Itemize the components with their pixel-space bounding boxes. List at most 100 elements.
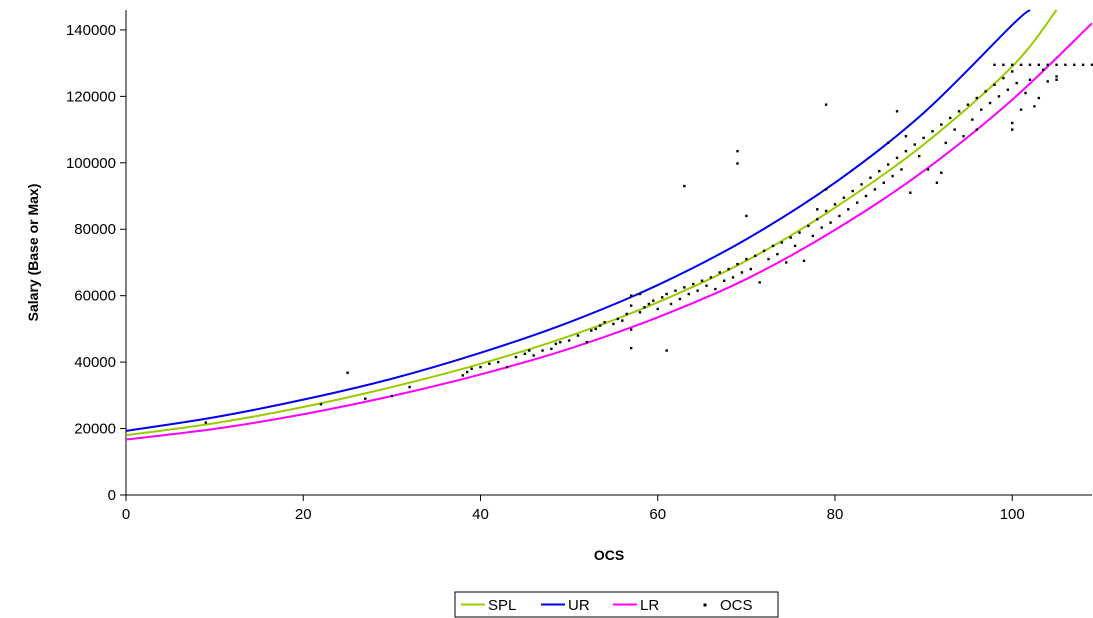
series-line-spl bbox=[126, 9, 1058, 437]
scatter-point bbox=[683, 286, 686, 289]
scatter-point bbox=[625, 312, 628, 316]
scatter-point bbox=[944, 141, 947, 145]
scatter-point bbox=[1011, 63, 1014, 67]
scatter-point bbox=[758, 281, 761, 284]
scatter-point bbox=[926, 168, 930, 171]
scatter-point bbox=[931, 130, 934, 133]
y-tick-label: 20000 bbox=[74, 421, 116, 438]
scatter-point bbox=[1055, 63, 1058, 67]
scatter-point bbox=[665, 292, 668, 296]
y-tick-label: 0 bbox=[108, 487, 116, 504]
scatter-point bbox=[638, 311, 642, 314]
scatter-point bbox=[461, 374, 464, 377]
scatter-point bbox=[541, 349, 544, 352]
scatter-point bbox=[993, 63, 996, 67]
scatter-point bbox=[762, 249, 766, 253]
scatter-point bbox=[629, 346, 633, 350]
legend-label-ocs: OCS bbox=[720, 597, 753, 614]
scatter-point bbox=[665, 349, 668, 352]
x-axis-title: OCS bbox=[594, 547, 624, 563]
scatter-point bbox=[1055, 75, 1058, 78]
scatter-point bbox=[802, 259, 806, 262]
scatter-point bbox=[1033, 105, 1036, 108]
scatter-point bbox=[798, 231, 801, 234]
scatter-points bbox=[204, 63, 1093, 424]
scatter-point bbox=[736, 149, 739, 153]
scatter-point bbox=[714, 287, 717, 291]
scatter-point bbox=[807, 224, 810, 228]
scatter-point bbox=[949, 116, 952, 120]
y-tick-label: 80000 bbox=[74, 221, 116, 238]
scatter-point bbox=[816, 208, 819, 211]
scatter-point bbox=[678, 297, 682, 301]
scatter-point bbox=[895, 156, 899, 160]
scatter-point bbox=[816, 218, 819, 221]
scatter-point bbox=[528, 349, 531, 352]
tick-labels: 0 20 40 60 80 100 0 20000 40000 60000 80000 100000 1… bbox=[66, 22, 1025, 523]
scatter-point bbox=[962, 135, 965, 138]
scatter-point bbox=[559, 340, 562, 344]
scatter-point bbox=[590, 329, 593, 332]
scatter-point bbox=[988, 101, 992, 105]
scatter-point bbox=[820, 226, 823, 229]
scatter-point bbox=[904, 135, 908, 138]
scatter-point bbox=[669, 302, 673, 306]
scatter-point bbox=[346, 371, 349, 374]
scatter-point bbox=[576, 334, 580, 337]
scatter-point bbox=[727, 267, 730, 271]
scatter-point bbox=[736, 162, 739, 165]
scatter-point bbox=[749, 267, 752, 271]
scatter-point bbox=[851, 189, 854, 193]
scatter-point bbox=[785, 261, 788, 264]
scatter-point bbox=[886, 141, 890, 145]
scatter-point bbox=[705, 284, 708, 287]
series-line-ur bbox=[126, 9, 1031, 432]
scatter-point bbox=[1011, 128, 1014, 131]
scatter-point bbox=[811, 234, 815, 238]
scatter-point bbox=[629, 304, 633, 307]
legend-label-ur: UR bbox=[568, 597, 590, 614]
scatter-point bbox=[1002, 63, 1005, 67]
scatter-point bbox=[1028, 78, 1032, 81]
scatter-point bbox=[691, 282, 695, 286]
scatter-point bbox=[652, 299, 655, 302]
scatter-point bbox=[957, 110, 961, 113]
scatter-point bbox=[532, 354, 535, 357]
scatter-point bbox=[736, 262, 739, 266]
scatter-point bbox=[745, 214, 748, 218]
scatter-point bbox=[647, 302, 651, 306]
scatter-point bbox=[1011, 70, 1014, 73]
scatter-point bbox=[616, 317, 620, 321]
legend-swatch-ocs bbox=[703, 603, 707, 607]
scatter-point bbox=[882, 181, 885, 184]
scatter-point bbox=[740, 271, 744, 274]
scatter-point bbox=[993, 83, 996, 86]
scatter-point bbox=[953, 128, 956, 131]
scatter-point bbox=[975, 128, 978, 131]
scatter-point bbox=[629, 328, 633, 331]
legend: SPL UR LR OCS bbox=[454, 591, 779, 618]
scatter-point bbox=[904, 149, 908, 153]
scatter-point bbox=[771, 244, 775, 248]
scatter-point bbox=[975, 96, 978, 100]
scatter-point bbox=[204, 421, 207, 424]
scatter-point bbox=[1081, 63, 1085, 67]
scatter-point bbox=[550, 347, 553, 351]
scatter-point bbox=[842, 196, 846, 199]
scatter-point bbox=[1019, 63, 1023, 67]
scatter-point bbox=[585, 340, 589, 344]
scatter-point bbox=[1011, 121, 1014, 125]
scatter-point bbox=[864, 194, 868, 198]
scatter-point bbox=[997, 95, 1001, 98]
scatter-point bbox=[909, 191, 912, 194]
scatter-point bbox=[1024, 91, 1027, 95]
y-tick-label: 120000 bbox=[66, 88, 116, 105]
scatter-point bbox=[824, 188, 828, 191]
scatter-point bbox=[780, 241, 784, 244]
y-tick-label: 100000 bbox=[66, 155, 116, 172]
scatter-point bbox=[319, 403, 323, 406]
scatter-point bbox=[966, 103, 970, 106]
scatter-point bbox=[683, 184, 686, 188]
scatter-point bbox=[731, 276, 735, 279]
scatter-point bbox=[687, 292, 690, 296]
